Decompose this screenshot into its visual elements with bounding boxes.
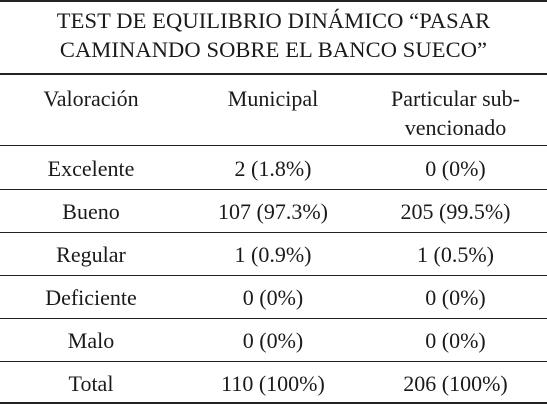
row-municipal: 2 (1.8%) — [234, 156, 312, 181]
row-label: Bueno — [62, 199, 120, 224]
header-particular-line-2: vencionado — [404, 115, 507, 140]
header-valoracion: Valoración — [43, 86, 139, 111]
row-particular: 0 (0%) — [425, 328, 486, 353]
header-particular: Particular sub- vencionado — [364, 84, 547, 142]
table-title-line-1: TEST DE EQUILIBRIO DINÁMICO “PASAR — [56, 8, 491, 33]
row-rule — [0, 232, 547, 234]
row-particular: 0 (0%) — [425, 285, 486, 310]
row-municipal: 0 (0%) — [242, 285, 304, 310]
header-particular-line-1: Particular sub- — [391, 86, 520, 111]
bottom-rule — [0, 402, 547, 404]
row-label: Excelente — [47, 156, 135, 181]
row-rule — [0, 189, 547, 191]
row-label: Regular — [56, 242, 126, 267]
row-label: Malo — [67, 328, 115, 353]
row-municipal: 0 (0%) — [242, 328, 304, 353]
header-municipal: Municipal — [227, 86, 319, 111]
row-rule — [0, 361, 547, 363]
row-label: Total — [68, 371, 114, 396]
title-rule — [0, 73, 547, 75]
header-rule — [0, 145, 547, 147]
table-title-line-2: CAMINANDO SOBRE EL BANCO SUECO” — [59, 37, 488, 62]
row-particular: 206 (100%) — [403, 371, 508, 396]
row-rule — [0, 318, 547, 320]
row-label: Deficiente — [45, 285, 137, 310]
row-particular: 1 (0.5%) — [417, 242, 494, 267]
row-municipal: 110 (100%) — [221, 371, 325, 396]
top-rule — [0, 0, 547, 2]
row-particular: 205 (99.5%) — [400, 199, 511, 224]
row-municipal: 1 (0.9%) — [234, 242, 312, 267]
table-title: TEST DE EQUILIBRIO DINÁMICO “PASAR CAMIN… — [0, 6, 547, 64]
row-particular: 0 (0%) — [425, 156, 486, 181]
row-municipal: 107 (97.3%) — [218, 199, 328, 224]
row-rule — [0, 275, 547, 277]
